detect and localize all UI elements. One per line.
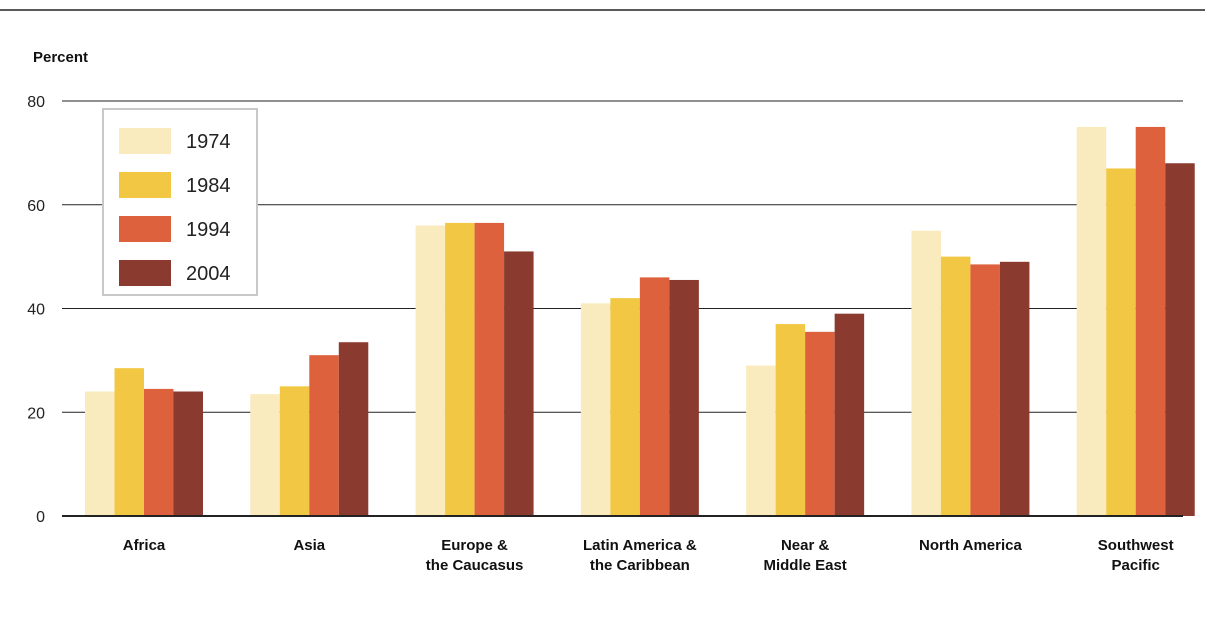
bar: [970, 264, 1000, 516]
bar: [999, 261, 1030, 516]
bar: [669, 279, 699, 516]
y-tick-label: 80: [27, 94, 45, 111]
x-tick-label: North America: [919, 537, 1022, 554]
bar: [805, 331, 835, 516]
bar: [580, 303, 611, 516]
legend-label: 1994: [186, 219, 231, 241]
bar: [309, 355, 339, 516]
x-tick-label: Europe & the Caucasus: [426, 537, 524, 574]
y-tick-label: 40: [27, 302, 45, 319]
bar: [639, 277, 670, 516]
y-axis-label: Percent: [33, 49, 88, 66]
bar: [474, 222, 505, 516]
y-tick-label: 20: [27, 405, 45, 422]
bar: [504, 251, 534, 516]
bar: [834, 313, 865, 516]
x-tick-label: Near & Middle East: [763, 537, 846, 574]
bar: [610, 298, 640, 516]
bar: [940, 256, 971, 516]
bar: [775, 324, 806, 516]
bar: [279, 386, 310, 516]
legend-swatch: [119, 128, 171, 154]
x-tick-label: Latin America & the Caribbean: [583, 537, 697, 574]
bar: [85, 391, 115, 516]
legend-label: 2004: [186, 263, 231, 285]
bar: [415, 225, 446, 516]
x-tick-label: Southwest Pacific: [1098, 537, 1174, 574]
bar: [1165, 163, 1195, 516]
bar: [1106, 168, 1136, 516]
bar: [250, 394, 280, 516]
legend-swatch: [119, 216, 171, 242]
bar: [746, 365, 776, 516]
bar: [445, 222, 475, 516]
bar: [338, 342, 369, 516]
x-tick-label: Asia: [293, 537, 325, 554]
bar: [911, 230, 941, 516]
x-tick-label: Africa: [123, 537, 166, 554]
bar: [1076, 126, 1107, 516]
bar: [144, 388, 174, 516]
bar: [1135, 126, 1166, 516]
bar: [114, 368, 144, 516]
y-tick-label: 0: [36, 509, 45, 526]
legend-label: 1984: [186, 175, 231, 197]
y-tick-label: 60: [27, 198, 45, 215]
legend-swatch: [119, 260, 171, 286]
bars: [85, 126, 1195, 516]
bar: [173, 391, 203, 516]
legend: 1974 1984 1994 2004: [102, 108, 258, 296]
x-axis: Africa Asia Europe & the Caucasus Latin Amer…: [62, 515, 1183, 574]
legend-swatch: [119, 172, 171, 198]
legend-label: 1974: [186, 131, 231, 153]
